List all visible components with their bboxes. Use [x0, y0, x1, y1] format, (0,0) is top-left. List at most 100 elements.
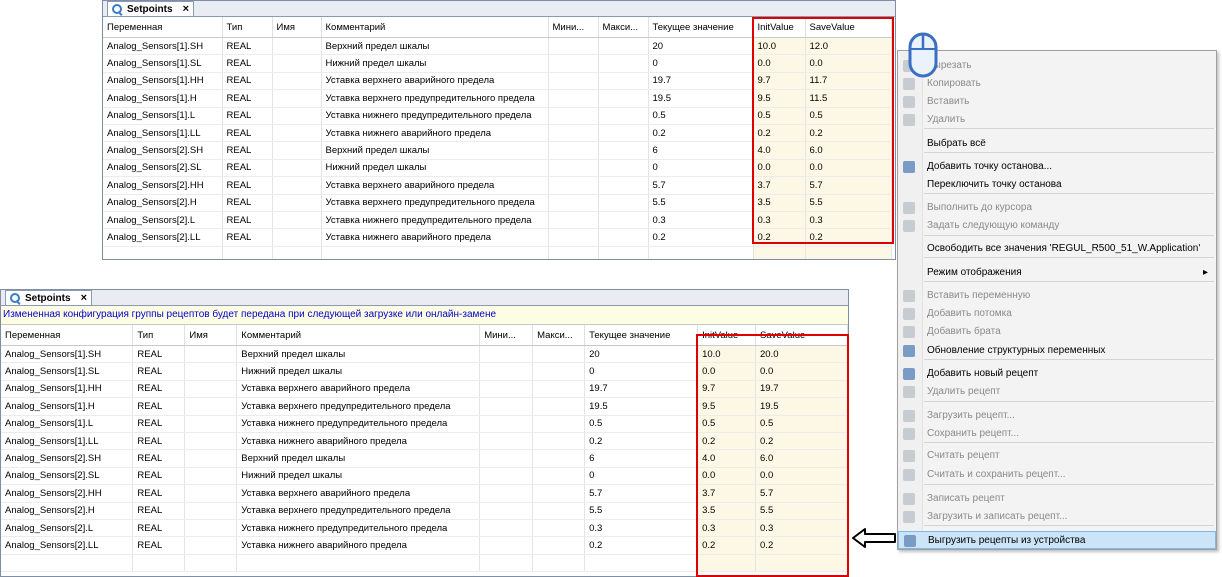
- column-header-name[interactable]: Имя: [272, 17, 322, 38]
- column-header-max[interactable]: Макси...: [532, 325, 586, 346]
- table-row[interactable]: Analog_Sensors[2].H REAL Уставка верхнего …: [103, 194, 892, 212]
- cell-save-value[interactable]: 0.0: [755, 467, 848, 486]
- table-row[interactable]: Analog_Sensors[2].H REAL Уставка верхнего …: [1, 502, 848, 520]
- table-row[interactable]: Analog_Sensors[1].SL REAL Нижний предел шк…: [1, 362, 848, 381]
- cell-save-value[interactable]: 0.2: [755, 536, 848, 555]
- cell-save-value[interactable]: 19.5: [755, 397, 848, 416]
- menu-item[interactable]: Вставить переменную: [898, 287, 1216, 305]
- cell-save-value[interactable]: 5.5: [755, 502, 848, 520]
- cell-save-value[interactable]: 20.0: [755, 345, 848, 364]
- cell-init-value[interactable]: [697, 554, 757, 573]
- close-icon[interactable]: ×: [182, 3, 189, 15]
- cell-save-value[interactable]: 0.2: [805, 228, 892, 247]
- cell-save-value[interactable]: 19.7: [755, 380, 848, 399]
- cell-save-value[interactable]: 6.0: [755, 449, 848, 468]
- cell-init-value[interactable]: 10.0: [753, 37, 806, 56]
- menu-item[interactable]: Считать и сохранить рецепт...: [898, 466, 1216, 484]
- table-row[interactable]: Analog_Sensors[1].HH REAL Уставка верхнего…: [1, 380, 848, 399]
- menu-item[interactable]: Удалить рецепт: [898, 383, 1216, 401]
- table-row[interactable]: Analog_Sensors[2].HH REAL Уставка верхнего…: [103, 176, 892, 195]
- cell-save-value[interactable]: 5.5: [805, 194, 892, 212]
- cell-save-value[interactable]: 0.3: [805, 211, 892, 230]
- cell-init-value[interactable]: 0.0: [753, 159, 806, 178]
- menu-item[interactable]: Обновление структурных переменных: [898, 342, 1216, 360]
- cell-init-value[interactable]: 9.5: [697, 397, 757, 416]
- cell-save-value[interactable]: 0.0: [755, 362, 848, 381]
- cell-init-value[interactable]: 3.5: [697, 502, 757, 520]
- cell-save-value[interactable]: 0.5: [805, 107, 892, 125]
- table-row[interactable]: Analog_Sensors[1].H REAL Уставка верхнего …: [1, 397, 848, 416]
- menu-item[interactable]: Сохранить рецепт...: [898, 425, 1216, 443]
- table-row[interactable]: Analog_Sensors[2].SH REAL Верхний предел ш…: [103, 141, 892, 160]
- cell-init-value[interactable]: 0.0: [697, 467, 757, 486]
- menu-item[interactable]: Загрузить рецепт...: [898, 407, 1216, 425]
- menu-item[interactable]: Удалить: [898, 111, 1216, 129]
- column-header-init-value[interactable]: InitValue: [697, 325, 757, 346]
- table-row[interactable]: Analog_Sensors[2].L REAL Уставка нижнего п…: [1, 519, 848, 538]
- table-row[interactable]: Analog_Sensors[1].HH REAL Уставка верхнего…: [103, 72, 892, 91]
- column-header-type[interactable]: Тип: [132, 325, 186, 346]
- cell-save-value[interactable]: 11.5: [805, 89, 892, 108]
- cell-save-value[interactable]: 0.2: [755, 432, 848, 451]
- cell-save-value[interactable]: 0.0: [805, 54, 892, 73]
- table-row[interactable]: Analog_Sensors[1].SL REAL Нижний предел шк…: [103, 54, 892, 73]
- column-header-variable[interactable]: Переменная: [103, 17, 223, 38]
- cell-init-value[interactable]: 0.0: [753, 54, 806, 73]
- cell-init-value[interactable]: 9.7: [697, 380, 757, 399]
- cell-init-value[interactable]: 0.2: [753, 228, 806, 247]
- table-row[interactable]: Analog_Sensors[1].L REAL Уставка нижнего п…: [103, 107, 892, 125]
- cell-init-value[interactable]: 0.5: [753, 107, 806, 125]
- cell-save-value[interactable]: 0.2: [805, 124, 892, 143]
- cell-init-value[interactable]: 0.0: [697, 362, 757, 381]
- cell-init-value[interactable]: 0.2: [697, 432, 757, 451]
- table-row[interactable]: [103, 246, 892, 259]
- column-header-comment[interactable]: Комментарий: [236, 325, 481, 346]
- table-row[interactable]: Analog_Sensors[2].SL REAL Нижний предел шк…: [103, 159, 892, 178]
- table-row[interactable]: Analog_Sensors[2].HH REAL Уставка верхнего…: [1, 484, 848, 503]
- cell-init-value[interactable]: 3.7: [697, 484, 757, 503]
- cell-save-value[interactable]: [805, 246, 892, 259]
- cell-init-value[interactable]: 10.0: [697, 345, 757, 364]
- menu-item[interactable]: Добавить потомка: [898, 305, 1216, 323]
- menu-item[interactable]: Вставить: [898, 93, 1216, 111]
- column-header-save-value[interactable]: SaveValue: [805, 17, 892, 38]
- column-header-type[interactable]: Тип: [222, 17, 273, 38]
- table-row[interactable]: Analog_Sensors[2].LL REAL Уставка нижнего …: [1, 536, 848, 555]
- cell-init-value[interactable]: 0.3: [697, 519, 757, 538]
- table-row[interactable]: Analog_Sensors[1].L REAL Уставка нижнего п…: [1, 415, 848, 433]
- column-header-comment[interactable]: Комментарий: [321, 17, 549, 38]
- column-header-name[interactable]: Имя: [184, 325, 238, 346]
- table-row[interactable]: Analog_Sensors[1].LL REAL Уставка нижнего …: [1, 432, 848, 451]
- cell-save-value[interactable]: 0.0: [805, 159, 892, 178]
- cell-init-value[interactable]: 9.7: [753, 72, 806, 91]
- cell-init-value[interactable]: 0.3: [753, 211, 806, 230]
- cell-save-value[interactable]: 5.7: [805, 176, 892, 195]
- column-header-min[interactable]: Мини...: [479, 325, 534, 346]
- cell-init-value[interactable]: 9.5: [753, 89, 806, 108]
- table-row[interactable]: Analog_Sensors[1].LL REAL Уставка нижнего …: [103, 124, 892, 143]
- menu-item[interactable]: Добавить новый рецепт: [898, 365, 1216, 383]
- cell-init-value[interactable]: 4.0: [753, 141, 806, 160]
- table-row[interactable]: Analog_Sensors[1].SH REAL Верхний предел ш…: [103, 37, 892, 56]
- menu-item[interactable]: Выбрать всё: [898, 135, 1216, 153]
- column-header-init-value[interactable]: InitValue: [753, 17, 806, 38]
- table-row[interactable]: Analog_Sensors[1].SH REAL Верхний предел ш…: [1, 345, 848, 364]
- cell-save-value[interactable]: [755, 554, 848, 573]
- menu-item[interactable]: Освободить все значения 'REGUL_R500_51_W…: [898, 240, 1216, 258]
- menu-item[interactable]: Добавить точку останова...: [898, 158, 1216, 176]
- cell-init-value[interactable]: 4.0: [697, 449, 757, 468]
- table-row[interactable]: Analog_Sensors[2].L REAL Уставка нижнего п…: [103, 211, 892, 230]
- menu-item[interactable]: Считать рецепт: [898, 447, 1216, 465]
- cell-init-value[interactable]: 0.2: [697, 536, 757, 555]
- table-row[interactable]: [1, 554, 848, 573]
- cell-init-value[interactable]: 0.5: [697, 415, 757, 433]
- column-header-max[interactable]: Макси...: [598, 17, 649, 38]
- cell-init-value[interactable]: 3.7: [753, 176, 806, 195]
- cell-save-value[interactable]: 6.0: [805, 141, 892, 160]
- cell-init-value[interactable]: 0.2: [753, 124, 806, 143]
- table-row[interactable]: Analog_Sensors[2].SH REAL Верхний предел ш…: [1, 449, 848, 468]
- menu-item[interactable]: Выгрузить рецепты из устройства: [898, 531, 1216, 549]
- menu-item[interactable]: Добавить брата: [898, 323, 1216, 341]
- cell-save-value[interactable]: 12.0: [805, 37, 892, 56]
- close-icon[interactable]: ×: [80, 292, 87, 304]
